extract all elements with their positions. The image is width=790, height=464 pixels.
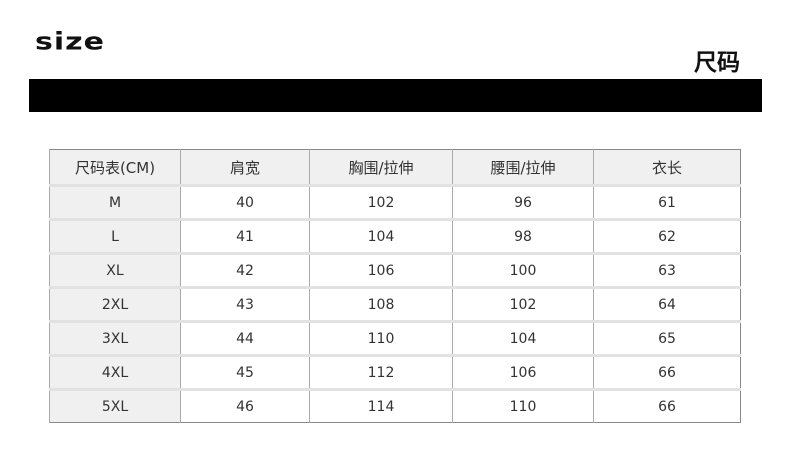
cell-size: M	[49, 184, 181, 220]
cell-length: 65	[593, 320, 741, 356]
cell-chest: 110	[309, 320, 453, 356]
cell-shoulder: 46	[180, 388, 310, 423]
cell-size: 2XL	[49, 286, 181, 322]
cell-shoulder: 41	[180, 218, 310, 254]
cell-shoulder: 43	[180, 286, 310, 322]
cell-waist: 106	[452, 354, 594, 390]
cell-length: 66	[593, 354, 741, 390]
header-waist: 腰围/拉伸	[452, 149, 594, 186]
cell-waist: 98	[452, 218, 594, 254]
header-size: 尺码表(CM)	[49, 149, 181, 186]
table-row: XL 42 106 100 63	[49, 252, 741, 288]
table-row: 4XL 45 112 106 66	[49, 354, 741, 390]
cell-shoulder: 44	[180, 320, 310, 356]
cell-length: 62	[593, 218, 741, 254]
cell-chest: 104	[309, 218, 453, 254]
cell-shoulder: 40	[180, 184, 310, 220]
cell-size: L	[49, 218, 181, 254]
size-logo: size	[35, 28, 105, 56]
cell-size: XL	[49, 252, 181, 288]
cell-chest: 108	[309, 286, 453, 322]
table-row: M 40 102 96 61	[49, 184, 741, 220]
cell-chest: 114	[309, 388, 453, 423]
cell-waist: 100	[452, 252, 594, 288]
cell-length: 63	[593, 252, 741, 288]
table-row: L 41 104 98 62	[49, 218, 741, 254]
cell-length: 64	[593, 286, 741, 322]
header-length: 衣长	[593, 149, 741, 186]
cell-chest: 106	[309, 252, 453, 288]
cell-shoulder: 42	[180, 252, 310, 288]
header-chest: 胸围/拉伸	[309, 149, 453, 186]
cell-waist: 110	[452, 388, 594, 423]
table-row: 2XL 43 108 102 64	[49, 286, 741, 322]
table-row: 5XL 46 114 110 66	[49, 388, 741, 423]
table-row: 3XL 44 110 104 65	[49, 320, 741, 356]
cell-length: 61	[593, 184, 741, 220]
table-header-row: 尺码表(CM) 肩宽 胸围/拉伸 腰围/拉伸 衣长	[49, 149, 741, 186]
cell-size: 3XL	[49, 320, 181, 356]
header-bar	[29, 79, 762, 112]
cell-chest: 102	[309, 184, 453, 220]
cell-size: 4XL	[49, 354, 181, 390]
page-title: 尺码	[694, 50, 740, 76]
cell-length: 66	[593, 388, 741, 423]
cell-size: 5XL	[49, 388, 181, 423]
header-shoulder: 肩宽	[180, 149, 310, 186]
cell-chest: 112	[309, 354, 453, 390]
cell-waist: 102	[452, 286, 594, 322]
cell-shoulder: 45	[180, 354, 310, 390]
size-table: 尺码表(CM) 肩宽 胸围/拉伸 腰围/拉伸 衣长 M 40 102 96 61 L 41 1…	[49, 149, 741, 423]
cell-waist: 104	[452, 320, 594, 356]
cell-waist: 96	[452, 184, 594, 220]
